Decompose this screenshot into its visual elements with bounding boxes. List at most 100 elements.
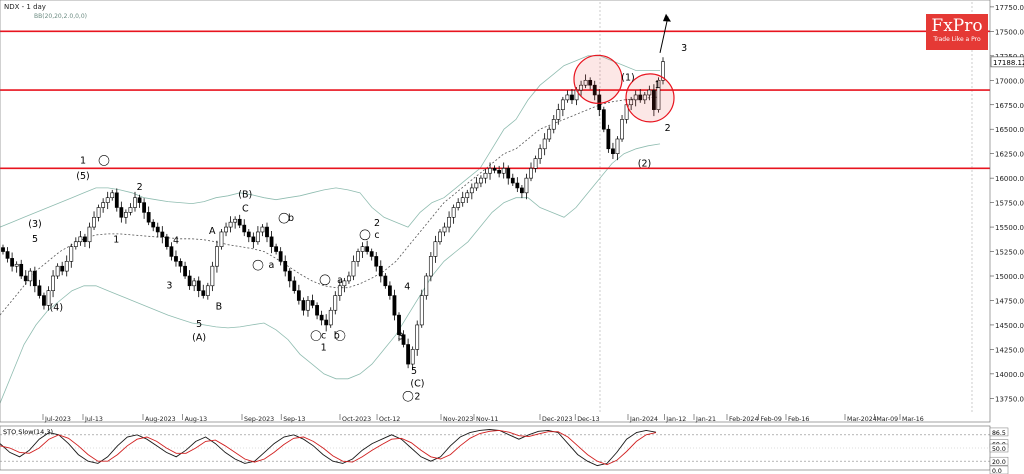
candle-body: [474, 182, 479, 189]
candle-body: [651, 89, 656, 110]
brand-tagline: Trade Like a Pro: [933, 36, 981, 43]
wave-label: 3: [398, 332, 404, 343]
y-tick-label: 15500.00: [995, 224, 1024, 232]
candle-body: [196, 280, 201, 291]
candle-body: [10, 258, 15, 267]
candle-body: [374, 256, 379, 267]
stochastic-signal-line: [0, 429, 657, 466]
candle-body: [356, 251, 360, 262]
candle-body: [601, 109, 606, 130]
candle-body: [64, 261, 69, 272]
stochastic-title: STO Slow(14,3): [3, 428, 53, 436]
candle-body: [488, 168, 492, 174]
candle-body: [233, 218, 238, 223]
candle-body: [83, 236, 87, 243]
chart-title: NDX - 1 day: [4, 3, 46, 11]
candle-body: [656, 79, 661, 110]
candle-body: [456, 202, 461, 208]
circled-label-ring: [310, 330, 322, 341]
candle-body: [542, 138, 547, 150]
stochastic-tick-box: [989, 465, 1009, 474]
wave-label: 4: [173, 236, 179, 247]
x-tick-label: Mar-09: [876, 416, 898, 423]
candle-body: [401, 334, 406, 345]
x-tick-label: Nov-2023: [443, 416, 473, 423]
wave-label: b: [288, 213, 294, 224]
candle-body: [142, 202, 147, 213]
circled-label-ring: [359, 229, 371, 241]
x-tick-label: Oct-12: [379, 416, 400, 423]
candle-body: [515, 182, 520, 189]
candle-body: [351, 261, 356, 277]
projection-arrow: [659, 16, 669, 53]
wave-label: (B): [238, 190, 252, 201]
bollinger-bands: [0, 55, 661, 404]
candle-body: [151, 221, 156, 228]
candle-body: [42, 295, 46, 306]
candle-body: [37, 285, 42, 296]
candle-body: [565, 94, 570, 101]
wave-label: 2: [137, 182, 143, 193]
candle-body: [438, 231, 442, 243]
candle-body: [365, 246, 370, 252]
chart-grid: [599, 2, 973, 413]
candle-body: [174, 256, 178, 262]
candle-body: [570, 94, 574, 101]
wave-label: 2: [374, 218, 380, 229]
candle-body: [638, 94, 643, 101]
candle-body: [210, 265, 215, 287]
candle-body: [620, 119, 624, 140]
candle-body: [73, 241, 78, 247]
candle-body: [310, 300, 315, 306]
candle-body: [160, 231, 165, 238]
candle-body: [278, 251, 283, 262]
candle-body: [60, 265, 65, 272]
wave-label: b: [334, 331, 340, 342]
candle-body: [224, 226, 228, 233]
candle-body: [483, 172, 488, 179]
bollinger-lower: [0, 143, 661, 404]
stochastic-tick-box: [989, 443, 1009, 453]
candle-body: [251, 236, 256, 243]
candle-body: [533, 158, 538, 169]
candle-body: [215, 246, 219, 267]
y-tick-label: 17000.00: [995, 77, 1024, 85]
candle-body: [497, 170, 502, 174]
arrow-head: [663, 13, 671, 22]
wave-label: 2: [414, 391, 420, 402]
highlight-circle: [625, 73, 675, 123]
candle-body: [296, 290, 301, 301]
candle-body: [169, 246, 174, 257]
x-tick-label: Dec-13: [577, 416, 599, 423]
candle-body: [23, 275, 28, 282]
candle-body: [87, 226, 92, 243]
stochastic-tick-box: [989, 427, 1009, 437]
x-tick-label: Feb-16: [788, 416, 809, 423]
candle-body: [369, 251, 374, 257]
wave-label: 1: [113, 235, 119, 246]
wave-label: 5: [32, 234, 38, 245]
candle-body: [242, 224, 247, 233]
wave-label: (2): [638, 158, 651, 169]
y-tick-label: 14250.00: [995, 346, 1024, 354]
circled-label-ring: [278, 212, 290, 224]
candle-body: [633, 94, 638, 101]
candle-body: [260, 226, 265, 233]
candle-body: [415, 324, 420, 350]
y-tick-label: 15250.00: [995, 249, 1024, 257]
candle-body: [5, 251, 10, 259]
candle-body: [269, 236, 274, 247]
stochastic-tick-label: 0.0: [992, 468, 1002, 474]
candle-body: [551, 119, 556, 130]
candle-body: [183, 265, 187, 277]
main-frame: [0, 0, 991, 423]
candle-body: [237, 218, 242, 226]
last-price-box: [990, 56, 1024, 68]
candle-body: [588, 79, 593, 86]
candlesticks: [1, 13, 675, 370]
candle-body: [283, 261, 288, 272]
candle-body: [301, 300, 306, 311]
candle-body: [547, 128, 552, 140]
x-tick-label: Feb-2024: [729, 416, 758, 423]
